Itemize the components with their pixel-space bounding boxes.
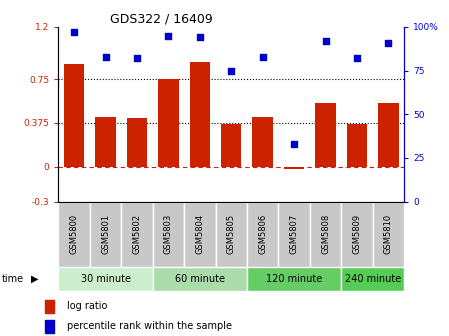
Bar (341, 267, 404, 291)
Bar (278, 202, 310, 267)
Bar (153, 267, 247, 291)
Bar (45, 320, 54, 333)
Bar (153, 202, 184, 267)
Point (70, 30, 78, 35)
Text: GDS322 / 16409: GDS322 / 16409 (110, 13, 213, 26)
Text: GSM5807: GSM5807 (290, 214, 299, 254)
Bar (221, 124, 242, 167)
Text: GSM5802: GSM5802 (132, 214, 141, 254)
Point (322, 38, 329, 44)
Bar (284, 167, 304, 169)
Point (133, 56, 141, 61)
Text: GSM5804: GSM5804 (195, 214, 204, 254)
Text: GSM5809: GSM5809 (352, 214, 361, 254)
Text: ▶: ▶ (31, 274, 38, 284)
Bar (252, 117, 273, 167)
Bar (216, 202, 247, 267)
Text: 120 minute: 120 minute (266, 274, 322, 284)
Bar (378, 102, 399, 167)
Bar (127, 118, 147, 167)
Bar (247, 267, 341, 291)
Bar (310, 202, 341, 267)
Text: GSM5810: GSM5810 (384, 214, 393, 254)
Text: percentile rank within the sample: percentile rank within the sample (66, 321, 232, 331)
Bar (95, 117, 116, 167)
Bar (45, 300, 54, 312)
Bar (247, 202, 278, 267)
Text: 30 minute: 30 minute (80, 274, 131, 284)
Bar (184, 202, 216, 267)
Point (228, 68, 235, 73)
Text: GSM5805: GSM5805 (227, 214, 236, 254)
Point (291, 141, 298, 146)
Point (165, 33, 172, 38)
Bar (373, 202, 404, 267)
Text: time: time (2, 274, 24, 284)
Text: GSM5806: GSM5806 (258, 214, 267, 254)
Text: GSM5800: GSM5800 (70, 214, 79, 254)
Bar (315, 102, 336, 167)
Text: 60 minute: 60 minute (175, 274, 225, 284)
Bar (58, 267, 153, 291)
Bar (347, 124, 367, 167)
Text: log ratio: log ratio (66, 301, 107, 311)
Point (259, 54, 266, 59)
Text: GSM5803: GSM5803 (164, 214, 173, 254)
Bar (121, 202, 153, 267)
Bar (158, 79, 179, 167)
Point (385, 40, 392, 45)
Bar (90, 202, 121, 267)
Point (102, 54, 109, 59)
Text: GSM5808: GSM5808 (321, 214, 330, 254)
Bar (341, 202, 373, 267)
Bar (189, 62, 210, 167)
Text: 240 minute: 240 minute (344, 274, 401, 284)
Text: GSM5801: GSM5801 (101, 214, 110, 254)
Bar (64, 64, 84, 167)
Bar (58, 202, 90, 267)
Point (196, 35, 203, 40)
Point (353, 56, 361, 61)
